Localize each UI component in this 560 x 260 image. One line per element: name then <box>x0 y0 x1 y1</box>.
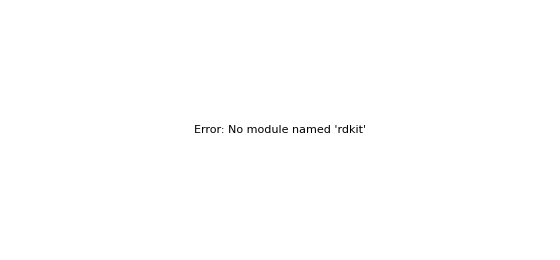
Text: Error: No module named 'rdkit': Error: No module named 'rdkit' <box>194 125 366 135</box>
